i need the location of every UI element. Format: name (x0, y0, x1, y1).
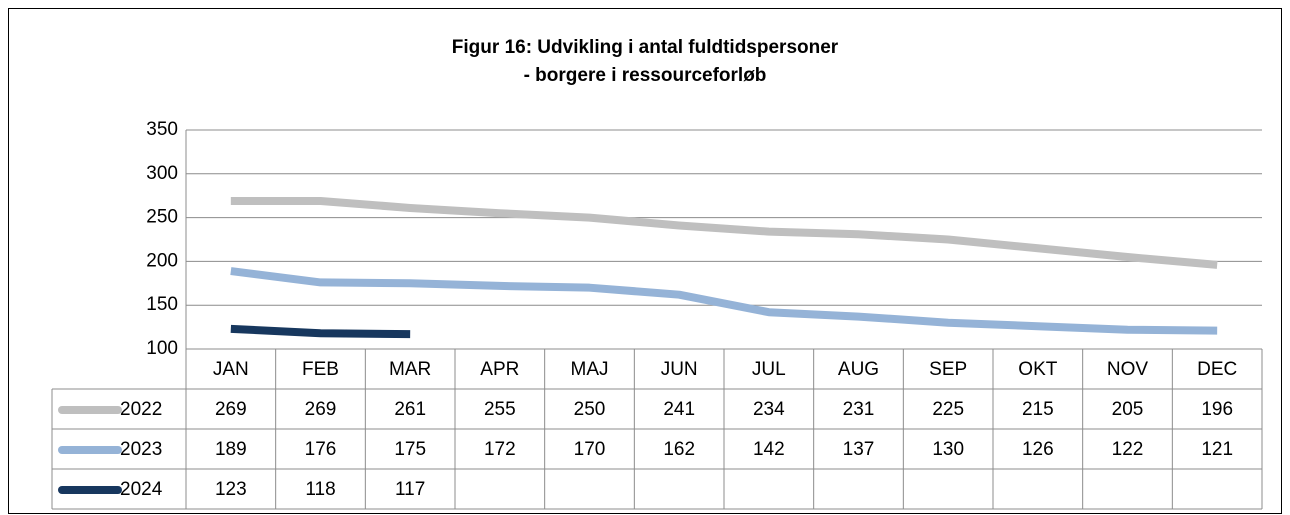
x-tick-label: JUN (661, 359, 698, 380)
table-value: 122 (1112, 439, 1144, 460)
table-value: 126 (1022, 439, 1054, 460)
table-value: 123 (215, 479, 247, 500)
chart-frame (8, 8, 1282, 514)
table-value: 162 (663, 439, 695, 460)
y-tick-label: 250 (146, 207, 178, 228)
y-tick-label: 350 (146, 119, 178, 140)
table-value: 170 (574, 439, 606, 460)
x-tick-label: JUL (752, 359, 786, 380)
x-tick-label: SEP (929, 359, 967, 380)
table-value: 121 (1201, 439, 1233, 460)
series-line (230, 324, 411, 339)
x-tick-label: JAN (213, 359, 249, 380)
legend-label: 2024 (120, 479, 163, 500)
y-tick-label: 150 (146, 294, 178, 315)
table-value: 205 (1112, 399, 1144, 420)
table-value: 241 (663, 399, 695, 420)
y-tick-label: 300 (146, 163, 178, 184)
table-value: 189 (215, 439, 247, 460)
x-tick-label: AUG (838, 359, 879, 380)
table-value: 175 (394, 439, 426, 460)
table-value: 215 (1022, 399, 1054, 420)
x-tick-label: APR (480, 359, 519, 380)
x-tick-label: OKT (1018, 359, 1057, 380)
table-value: 176 (305, 439, 337, 460)
table-value: 255 (484, 399, 516, 420)
legend-label: 2022 (120, 399, 162, 420)
table-value: 234 (753, 399, 785, 420)
x-tick-label: FEB (302, 359, 339, 380)
table-value: 269 (305, 399, 337, 420)
table-value: 142 (753, 439, 785, 460)
x-tick-label: DEC (1197, 359, 1237, 380)
x-tick-label: NOV (1107, 359, 1149, 380)
x-tick-label: MAR (389, 359, 431, 380)
y-tick-label: 200 (146, 250, 178, 271)
table-value: 118 (305, 479, 335, 500)
table-value: 196 (1201, 399, 1233, 420)
table-value: 117 (395, 479, 425, 500)
table-value: 231 (843, 399, 875, 420)
chart-title: Figur 16: Udvikling i antal fuldtidspers… (452, 37, 839, 58)
x-tick-label: MAJ (571, 359, 609, 380)
table-value: 130 (932, 439, 964, 460)
table-value: 269 (215, 399, 247, 420)
series-line (230, 267, 1218, 335)
series-line (230, 196, 1218, 269)
y-tick-label: 100 (146, 338, 178, 359)
table-value: 225 (932, 399, 964, 420)
table-value: 250 (574, 399, 606, 420)
chart-subtitle: - borgere i ressourceforløb (524, 65, 767, 86)
table-value: 137 (843, 439, 875, 460)
table-value: 172 (484, 439, 516, 460)
table-value: 261 (394, 399, 426, 420)
legend-label: 2023 (120, 439, 162, 460)
